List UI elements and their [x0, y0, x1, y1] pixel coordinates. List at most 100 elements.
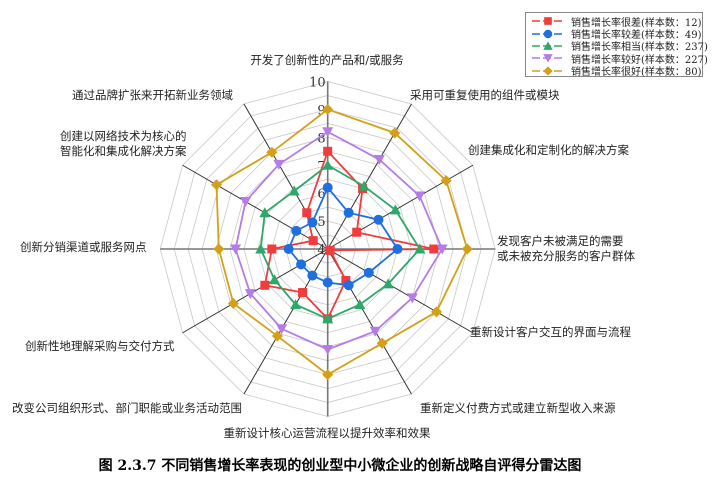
- figure-caption: 图 2.3.7 不同销售增长率表现的创业型中小微企业的创新战略自评得分雷达图: [98, 458, 582, 474]
- data-point: [373, 214, 384, 225]
- legend-label: 销售增长率很差(样本数：12): [571, 17, 702, 29]
- legend-marker-triangle-up-icon: [532, 41, 564, 50]
- axis-label-line: 重新设计客户交互的界面与流程: [470, 325, 631, 339]
- data-point: [352, 227, 362, 237]
- legend-marker-square-icon: [532, 17, 564, 26]
- data-point: [322, 127, 334, 138]
- axis-label-line: 通过品牌扩张来开拓新业务领域: [72, 88, 233, 102]
- data-point: [255, 243, 267, 254]
- data-point: [343, 280, 354, 291]
- legend-marker: [544, 17, 552, 26]
- axis-label: 通过品牌扩张来开拓新业务领域: [72, 88, 233, 102]
- axis-label-line: 创新性地理解采购与交付方式: [25, 339, 175, 353]
- data-point: [376, 337, 388, 349]
- data-point: [363, 267, 374, 278]
- data-point: [244, 289, 256, 300]
- data-point: [298, 288, 308, 298]
- axis-label: 创建以网络技术为核心的智能化和集成化解决方案: [60, 129, 187, 158]
- legend-label: 销售增长率很好(样本数：80): [571, 67, 702, 79]
- legend-marker: [543, 41, 553, 50]
- legend-marker-triangle-down-icon: [532, 54, 564, 64]
- data-point: [271, 330, 283, 342]
- data-point: [406, 293, 418, 304]
- data-point: [322, 345, 334, 355]
- data-point: [322, 182, 333, 193]
- axis-label: 创建集成化和定制化的解决方案: [468, 143, 629, 157]
- series-line: [215, 108, 469, 376]
- axis-label: 采用可重复使用的组件或模块: [410, 88, 560, 102]
- data-point: [302, 208, 312, 218]
- legend-marker-diamond-icon: [532, 66, 564, 76]
- axis-label-line: 创建集成化和定制化的解决方案: [468, 143, 629, 157]
- data-point: [436, 244, 448, 255]
- r-tick-label: 5: [317, 215, 325, 230]
- axis-label: 重新设计客户交互的界面与流程: [470, 325, 631, 339]
- data-point: [266, 146, 278, 158]
- legend-item: 销售增长率相当(样本数：237): [530, 40, 708, 53]
- data-point: [213, 243, 225, 255]
- data-point: [322, 369, 334, 381]
- axis-label: 重新定义付费方式或建立新型收入来源: [420, 401, 616, 415]
- axis-label-line: 重新定义付费方式或建立新型收入来源: [420, 401, 616, 415]
- data-point: [210, 179, 222, 191]
- series-4: [230, 127, 448, 355]
- data-point: [325, 245, 335, 255]
- data-point: [276, 324, 288, 335]
- r-tick-label: 8: [317, 131, 325, 146]
- data-point: [322, 313, 334, 324]
- legend-label: 销售增长率较好(样本数：227): [571, 54, 708, 66]
- axis-label-line: 创新分销渠道或服务网点: [20, 240, 147, 254]
- data-point: [343, 207, 354, 218]
- axis-label: 改变公司组织形式、部门职能或业务活动范围: [12, 401, 242, 415]
- axis-label: 重新设计核心运营流程以提升效率和效果: [224, 426, 431, 440]
- data-point: [440, 175, 452, 187]
- r-tick-label: 4: [317, 243, 325, 258]
- axis-spoke: [327, 103, 412, 250]
- data-point: [354, 299, 366, 310]
- data-point: [358, 180, 370, 191]
- data-point: [227, 297, 239, 309]
- axis-label: 开发了创新性的产品和/或服务: [250, 53, 404, 67]
- data-point: [389, 204, 401, 215]
- data-point: [269, 274, 281, 285]
- data-point: [273, 159, 285, 170]
- data-point: [369, 326, 381, 337]
- data-point: [373, 155, 385, 166]
- axis-label-line: 创建以网络技术为核心的: [60, 129, 187, 143]
- data-point: [230, 244, 242, 255]
- axis-spoke: [327, 248, 474, 334]
- legend-marker: [543, 54, 553, 64]
- data-point: [392, 244, 403, 254]
- axis-label-line: 发现客户未被满足的需要: [497, 234, 624, 248]
- axis-label-line: 或未被充分服务的客户群体: [497, 249, 635, 263]
- data-point: [414, 243, 426, 254]
- data-point: [267, 244, 277, 254]
- axis-label-line: 采用可重复使用的组件或模块: [410, 88, 560, 102]
- axis-label: 创新性地理解采购与交付方式: [25, 339, 175, 353]
- data-point: [239, 197, 251, 208]
- legend-label: 销售增长率较差(样本数：49): [571, 30, 702, 42]
- data-point: [283, 244, 294, 254]
- series-2: [283, 182, 403, 291]
- axis-label-line: 智能化和集成化解决方案: [60, 144, 187, 158]
- data-point: [322, 277, 333, 288]
- legend-marker: [543, 66, 553, 76]
- data-point: [322, 159, 334, 170]
- legend-marker-circle-icon: [532, 29, 564, 38]
- data-point: [296, 259, 307, 270]
- legend-item: 销售增长率很差(样本数：12): [530, 15, 702, 29]
- axis-spoke: [243, 103, 329, 250]
- axis-label: 创新分销渠道或服务网点: [20, 240, 147, 254]
- r-tick-label: 6: [317, 187, 325, 202]
- data-point: [323, 146, 333, 156]
- legend-item: 销售增长率较好(样本数：227): [530, 52, 708, 66]
- data-point: [322, 103, 334, 115]
- data-point: [414, 191, 426, 202]
- data-point: [307, 217, 318, 228]
- legend: 销售增长率很差(样本数：12) 销售增长率较差(样本数：49) 销售增长率相当(…: [525, 12, 708, 78]
- legend-item: 销售增长率很好(样本数：80): [530, 65, 702, 78]
- series-3: [255, 159, 426, 324]
- data-point: [290, 299, 302, 310]
- data-point: [260, 280, 270, 290]
